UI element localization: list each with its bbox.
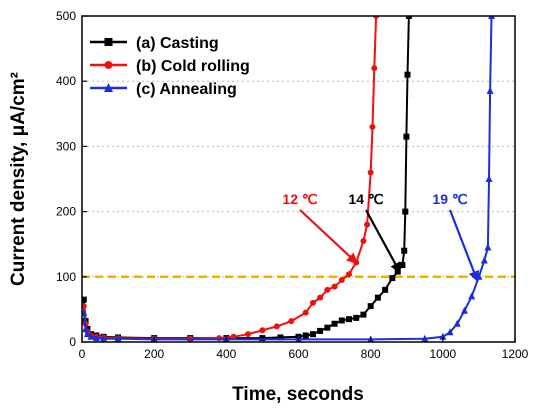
data-point [405,16,412,19]
legend-marker [104,61,113,69]
data-point [369,123,376,130]
x-tick-label: 200 [144,347,164,361]
data-point [273,323,280,330]
data-point [309,331,316,338]
data-point [309,299,316,306]
legend-label: (b) Cold rolling [136,58,250,75]
annotation-arrow [299,209,358,264]
data-point [382,286,389,293]
annotations: 12 ℃ 14 ℃ 19 ℃ [282,191,480,283]
data-point [446,328,454,336]
y-axis-title: Current density, μA/cm² [8,72,29,286]
data-point [360,311,367,318]
data-point [230,333,237,340]
data-point [83,330,91,338]
x-tick-label: 1200 [502,347,529,361]
annotation-label: 14 ℃ [348,191,383,207]
data-point [480,256,488,264]
data-point [360,237,367,244]
data-point [114,334,122,342]
legend-label: (a) Casting [136,35,219,52]
data-point [421,334,429,342]
data-point [364,221,371,228]
data-point [403,133,410,140]
data-point [277,334,284,341]
data-point [374,294,381,301]
y-tick-label: 400 [56,74,76,88]
data-point [324,324,331,331]
data-point [404,71,411,78]
data-point [468,292,476,300]
data-point [338,277,345,284]
annotation-arrow [448,209,480,283]
grid [82,80,515,278]
data-point [401,247,408,254]
data-point [317,294,324,301]
data-point [92,334,100,342]
data-point [460,306,468,314]
data-point [87,332,95,340]
data-point [402,208,409,215]
data-point [346,271,353,278]
data-point [331,320,338,327]
x-axis-title: Time, seconds [232,384,364,405]
y-axis: 0 100 200 300 400 500 [56,9,87,349]
x-tick-label: 0 [79,347,86,361]
x-axis: 0 200 400 600 800 1000 1200 [79,337,529,361]
data-point [453,319,461,327]
data-point [371,65,378,72]
data-point [485,175,493,182]
legend-marker [104,38,113,46]
data-point [338,317,345,324]
data-point [331,283,338,290]
x-tick-label: 600 [288,347,308,361]
y-tick-label: 200 [56,205,76,219]
x-tick-label: 800 [361,347,381,361]
data-point [82,303,87,310]
data-point [82,296,87,303]
data-point [399,262,406,269]
data-point [439,332,447,340]
y-tick-label: 500 [56,9,76,23]
data-point [302,309,309,316]
legend: (a) Casting (b) Cold rolling (c) Annealing [90,35,250,98]
data-point [367,169,374,176]
data-point [484,243,492,251]
data-point [259,327,266,334]
annotation-arrow [365,209,401,274]
data-point [82,308,88,316]
x-tick-label: 400 [216,347,236,361]
series-2 [82,16,496,342]
y-tick-label: 300 [56,139,76,153]
data-point [353,314,360,321]
data-point [302,332,309,339]
y-tick-label: 100 [56,270,76,284]
legend-label: (c) Annealing [136,81,237,98]
data-point [244,331,251,338]
data-point [367,303,374,310]
annotation-label: 12 ℃ [282,191,317,207]
data-point [100,334,108,342]
series-group [82,16,496,342]
data-point [317,327,324,334]
annotation-label: 19 ℃ [432,191,467,207]
data-point [346,316,353,323]
y-tick-label: 0 [69,335,76,349]
data-point [324,286,331,293]
data-point [259,335,266,342]
data-point [288,318,295,325]
data-point [486,86,494,94]
data-point [82,324,90,332]
x-tick-label: 1000 [429,347,456,361]
legend-marker [104,83,113,92]
data-point [389,275,396,282]
